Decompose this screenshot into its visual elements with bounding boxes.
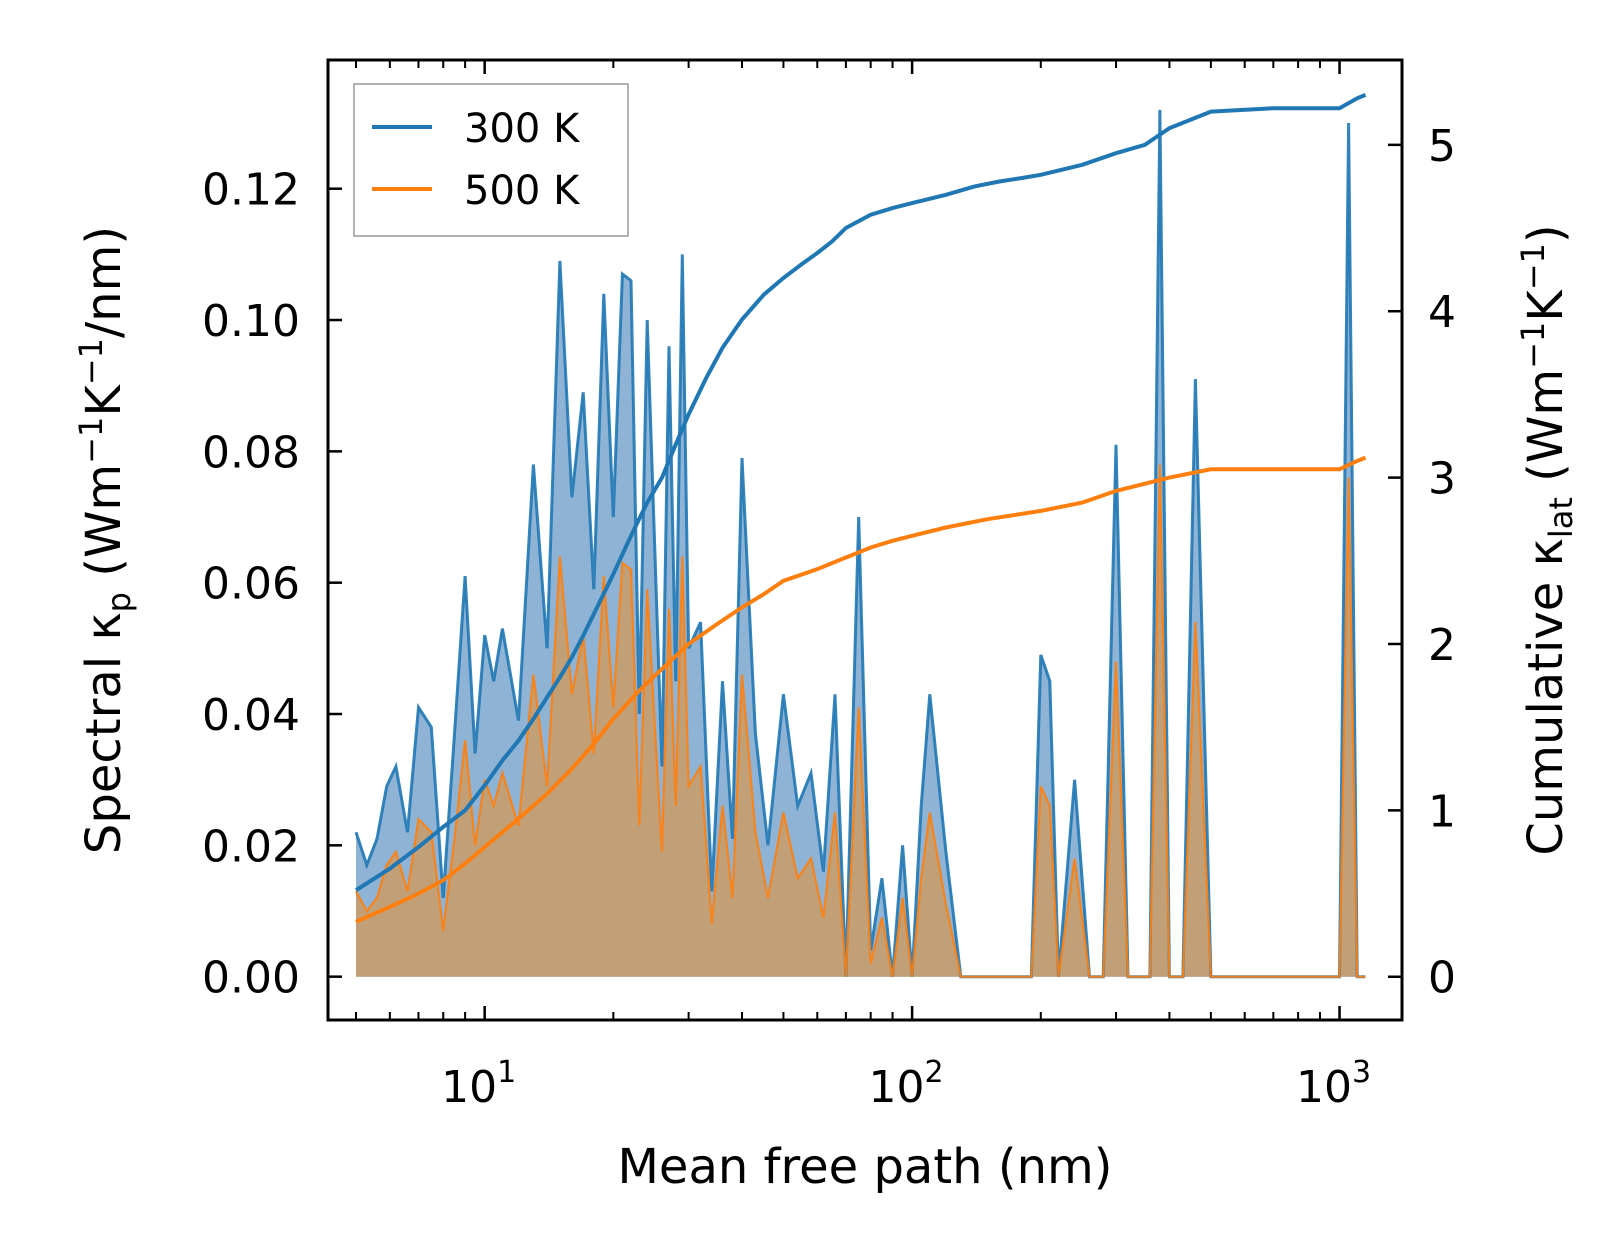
x-tick-label: 101 [441, 1055, 516, 1113]
y-right-tick-label: 3 [1428, 454, 1456, 505]
legend-label-300k: 300 K [464, 106, 581, 152]
x-tick-label: 103 [1296, 1055, 1371, 1113]
y-right-tick-label: 5 [1428, 121, 1456, 172]
spectral-fills [356, 109, 1366, 977]
legend-label-500k: 500 K [464, 168, 581, 214]
spectral-fill-500k [356, 464, 1366, 977]
y-right-tick-label: 1 [1428, 786, 1456, 837]
y-right-tick-label: 0 [1428, 953, 1456, 1004]
x-axis-label: Mean free path (nm) [618, 1139, 1113, 1195]
y-left-tick-label: 0.10 [202, 296, 300, 347]
y-left-tick-label: 0.02 [202, 821, 300, 872]
spectral-lines [354, 109, 1366, 979]
y-left-tick-label: 0.08 [202, 427, 300, 478]
plot-frame [326, 58, 1404, 1022]
cumulative-line-500k [355, 455, 1367, 924]
axis-ticks: 101 102 103 0.00 0.02 0.04 0.06 0.08 0.10 0.12 0 1 2… [202, 60, 1456, 1113]
y-left-tick-label: 0.04 [202, 690, 300, 741]
y-right-tick-label: 2 [1428, 620, 1456, 671]
legend-box [353, 83, 629, 237]
legend: 300 K 500 K [353, 83, 629, 237]
y-axis-left-label: Spectral κp (Wm−1K−1/nm) [72, 226, 138, 854]
cumulative-line-300k [354, 93, 1367, 892]
y-right-tick-label: 4 [1428, 287, 1456, 338]
y-left-tick-label: 0.12 [202, 165, 300, 216]
y-left-tick-label: 0.00 [202, 953, 300, 1004]
cumulative-lines [354, 93, 1367, 924]
y-axis-right-label: Cumulative κlat (Wm−1K−1) [1514, 224, 1580, 855]
spectral-line-500k [355, 464, 1366, 978]
y-left-tick-label: 0.06 [202, 559, 300, 610]
x-tick-label: 102 [869, 1055, 944, 1113]
